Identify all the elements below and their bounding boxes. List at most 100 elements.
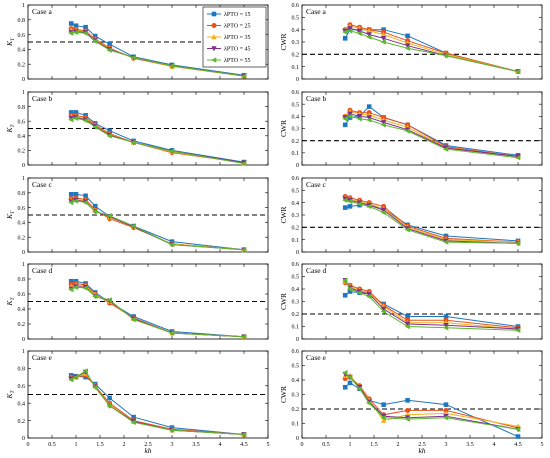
y-tick-label: 0.3 xyxy=(292,300,300,306)
data-point-series-5 xyxy=(356,116,362,122)
data-point-series-5 xyxy=(82,368,88,374)
panel-cwr-3: 0 0.1 0.2 0.3 0.4 0.5 0.6 Case c CWR xyxy=(279,176,543,256)
data-point-series-5 xyxy=(68,199,74,206)
legend-marker-4 xyxy=(211,46,217,52)
series-line-2 xyxy=(344,282,519,329)
case-label: Case d xyxy=(306,266,326,275)
y-tick-label: 0.6 xyxy=(292,349,300,355)
data-point-series-1 xyxy=(83,24,88,30)
panel-cwr-1: 0 0.1 0.2 0.3 0.4 0.5 0.6 Case a CWR xyxy=(279,3,543,83)
data-point-series-5 xyxy=(68,286,74,293)
data-point-series-5 xyxy=(515,327,521,333)
case-label: Case b xyxy=(306,94,326,103)
data-point-series-5 xyxy=(241,160,247,167)
data-point-series-5 xyxy=(82,30,88,36)
y-axis-label: KT xyxy=(5,297,16,307)
y-tick-label: 0.8 xyxy=(18,277,26,283)
data-point-series-1 xyxy=(92,203,98,209)
data-point-series-5 xyxy=(342,370,348,376)
y-tick-label: 0.5 xyxy=(292,102,300,108)
y-axis-label: KT xyxy=(5,390,16,400)
axes-frame xyxy=(301,177,543,253)
data-point-series-5 xyxy=(68,377,74,383)
panel-kt-5: 0 0.2 0.4 0.6 0.8 1 0 0.5 1 1.5 2 2.5 3 3.5 4 4.5 5 Case … xyxy=(5,349,270,448)
data-point-series-5 xyxy=(106,47,112,53)
y-tick-label: 0.4 xyxy=(18,307,26,313)
data-point-series-5 xyxy=(73,29,79,36)
data-point-series-3 xyxy=(366,28,372,34)
y-tick-label: 0.4 xyxy=(18,134,26,140)
y-tick-label: 0.3 xyxy=(292,213,300,219)
data-point-series-5 xyxy=(356,290,362,296)
y-tick-label: 0.6 xyxy=(292,3,300,9)
y-axis-label-main: CWR xyxy=(279,120,288,137)
y-tick-label: 1 xyxy=(22,262,25,268)
data-point-series-1 xyxy=(68,110,74,115)
data-point-series-1 xyxy=(443,314,449,319)
y-tick-label: 0.3 xyxy=(292,40,300,46)
case-label: Case b xyxy=(32,94,52,103)
series-line-4 xyxy=(71,371,245,435)
panel-cwr-5: 0 0.1 0.2 0.3 0.4 0.5 0.6 0 0.5 1 1.5 2 2.5 3 3.5 4 4.5 5… xyxy=(279,349,544,448)
data-point-series-4 xyxy=(380,120,387,126)
data-point-series-5 xyxy=(342,116,348,122)
y-tick-label: 0.1 xyxy=(292,238,300,244)
data-point-series-5 xyxy=(342,197,348,203)
data-point-series-1 xyxy=(381,402,386,407)
y-tick-label: 0.4 xyxy=(292,201,300,207)
data-point-series-1 xyxy=(405,314,410,319)
data-point-series-5 xyxy=(106,297,112,303)
data-point-series-5 xyxy=(347,198,353,205)
series-line-1 xyxy=(71,111,245,163)
y-axis-label: KT xyxy=(5,124,16,134)
legend-marker-5 xyxy=(211,57,217,63)
data-point-series-5 xyxy=(347,28,353,34)
x-tick-label: 4 xyxy=(493,442,496,448)
data-point-series-1 xyxy=(366,104,372,109)
y-tick-label: 0.4 xyxy=(292,115,300,121)
y-tick-label: 0.2 xyxy=(18,149,26,155)
y-tick-label: 0.2 xyxy=(292,312,300,318)
data-point-series-5 xyxy=(356,386,362,392)
y-axis-label-main: CWR xyxy=(279,206,288,223)
data-point-series-1 xyxy=(83,193,88,199)
data-point-series-4 xyxy=(380,306,387,312)
panel-cwr-4: 0 0.1 0.2 0.3 0.4 0.5 0.6 Case d CWR xyxy=(279,262,543,343)
data-point-series-5 xyxy=(92,384,98,391)
y-axis-label-subscript: T xyxy=(10,37,16,41)
data-point-series-4 xyxy=(380,207,387,213)
y-tick-label: 0.8 xyxy=(18,367,26,373)
legend-label-1: λPTO = 15 xyxy=(224,12,251,18)
case-label: Case a xyxy=(32,7,52,16)
data-point-series-5 xyxy=(106,213,112,219)
data-point-series-4 xyxy=(380,36,387,42)
y-tick-label: 0.4 xyxy=(18,401,26,407)
data-point-series-5 xyxy=(380,209,386,216)
data-point-series-1 xyxy=(342,205,348,210)
data-point-series-1 xyxy=(73,191,79,197)
y-tick-label: 0.1 xyxy=(292,151,300,157)
data-point-series-1 xyxy=(68,278,74,284)
x-tick-label: 3.5 xyxy=(466,442,474,448)
series-line-1 xyxy=(71,193,245,251)
y-axis-label: KT xyxy=(5,37,16,47)
x-tick-label: 1.5 xyxy=(96,442,104,448)
data-point-series-5 xyxy=(380,308,386,315)
y-tick-label: 0 xyxy=(22,436,25,442)
data-point-series-1 xyxy=(347,380,353,386)
y-tick-label: 0.4 xyxy=(292,28,300,34)
data-point-series-5 xyxy=(443,325,449,331)
data-point-series-5 xyxy=(347,374,353,380)
data-point-series-5 xyxy=(92,38,98,44)
y-tick-label: 0.6 xyxy=(18,206,26,212)
data-point-series-1 xyxy=(68,21,74,26)
data-point-series-5 xyxy=(82,285,88,291)
data-point-series-1 xyxy=(107,395,112,401)
data-point-series-4 xyxy=(347,26,353,32)
data-point-series-5 xyxy=(130,419,136,426)
y-axis-label: CWR xyxy=(279,293,288,310)
data-point-series-5 xyxy=(130,223,136,229)
x-tick-label: 0 xyxy=(301,442,304,448)
data-point-series-1 xyxy=(342,36,348,41)
